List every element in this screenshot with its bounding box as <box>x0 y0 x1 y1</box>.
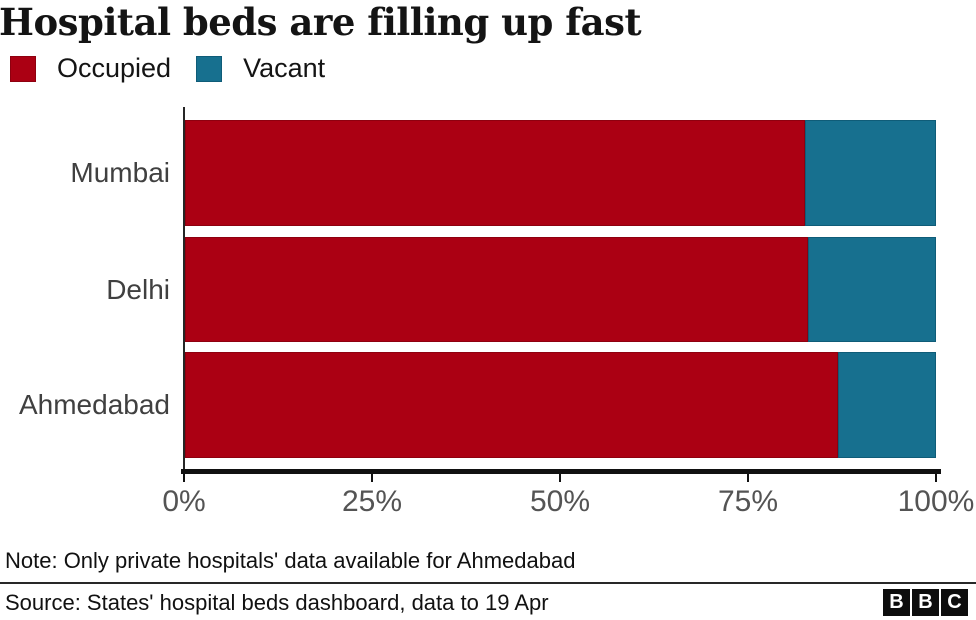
x-axis-tick <box>935 474 937 482</box>
bbc-logo: B B C <box>883 589 968 616</box>
bar-row-mumbai <box>185 120 936 226</box>
category-label-mumbai: Mumbai <box>70 157 170 188</box>
bar-row-delhi <box>185 237 936 342</box>
y-axis-line <box>183 107 185 474</box>
bar-segment-vacant-ahmedabad <box>838 352 936 458</box>
chart-source: Source: States' hospital beds dashboard,… <box>5 590 549 615</box>
chart-title: Hospital beds are filling up fast <box>0 0 642 44</box>
x-axis-tick <box>371 474 373 482</box>
x-axis-tick <box>747 474 749 482</box>
bar-segment-vacant-mumbai <box>804 120 936 226</box>
legend-swatch-occupied-icon <box>10 55 36 82</box>
x-axis-tick-label: 25% <box>341 485 403 518</box>
legend: Occupied Vacant <box>10 53 325 84</box>
bar-segment-occupied-mumbai <box>185 120 805 226</box>
footer-divider <box>0 582 976 584</box>
bbc-logo-letter: B <box>912 589 939 616</box>
x-axis-line <box>181 469 941 474</box>
x-axis-tick-label: 50% <box>529 485 591 518</box>
bar-row-ahmedabad <box>185 352 936 458</box>
legend-label-occupied: Occupied <box>57 53 172 83</box>
x-axis-tick <box>559 474 561 482</box>
bar-segment-occupied-delhi <box>185 237 809 342</box>
chart-note: Note: Only private hospitals' data avail… <box>5 548 576 573</box>
category-label-ahmedabad: Ahmedabad <box>18 389 170 420</box>
bar-segment-occupied-ahmedabad <box>185 352 839 458</box>
bbc-logo-letter: B <box>883 589 910 616</box>
bar-segment-vacant-delhi <box>808 237 936 342</box>
category-label-delhi: Delhi <box>106 274 170 305</box>
legend-label-vacant: Vacant <box>243 53 326 83</box>
x-axis-tick-label: 75% <box>717 485 779 518</box>
bbc-logo-letter: C <box>941 589 968 616</box>
bar-chart: Mumbai Delhi Ahmedabad 0% 25% 50% 75% 100% <box>0 100 976 518</box>
legend-swatch-vacant-icon <box>196 55 223 82</box>
legend-item-vacant: Vacant <box>196 53 325 84</box>
legend-item-occupied: Occupied <box>10 53 171 84</box>
x-axis-tick <box>183 474 185 482</box>
x-axis-tick-label: 100% <box>897 485 975 518</box>
x-axis-tick-label: 0% <box>162 485 206 518</box>
